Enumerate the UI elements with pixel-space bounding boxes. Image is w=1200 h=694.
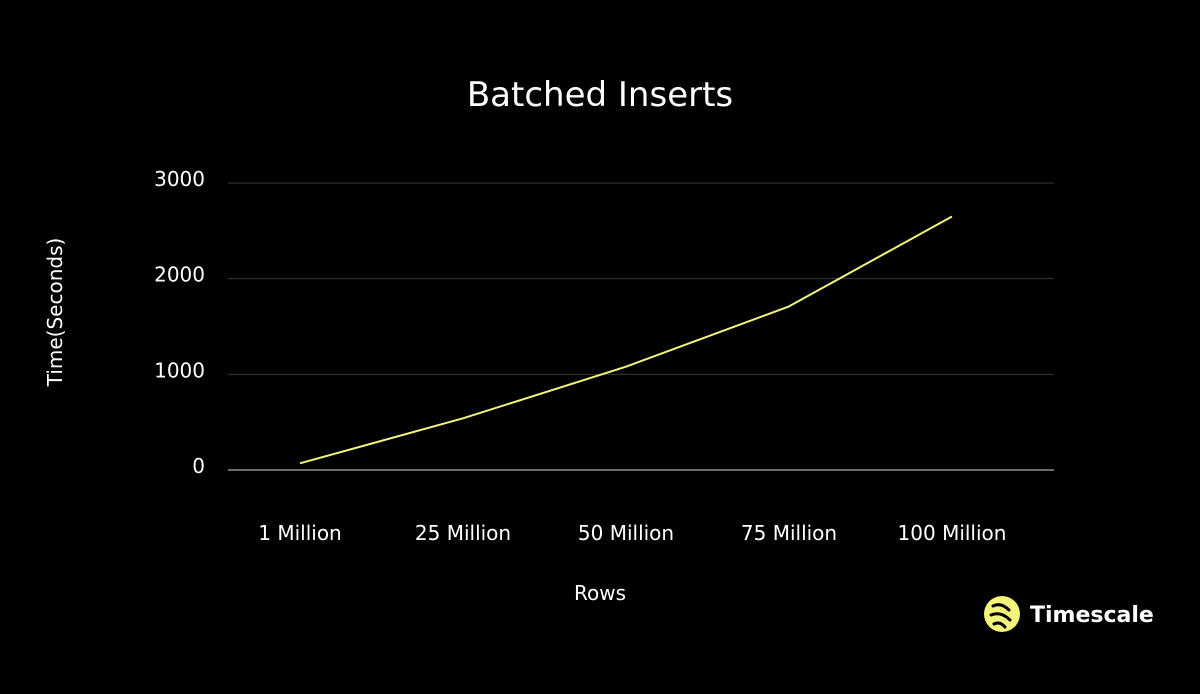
y-tick-label: 1000 [154,358,205,382]
series-line [299,215,953,465]
y-tick-label: 2000 [154,263,205,287]
x-tick-label: 25 Million [415,521,511,545]
timescale-logo-icon [984,596,1020,632]
x-tick-label: 100 Million [898,521,1007,545]
y-axis-label: Time(Seconds) [43,238,67,388]
y-tick-label: 0 [192,454,205,478]
brand-logo: Timescale [984,596,1154,632]
x-tick-label: 50 Million [578,521,674,545]
x-tick-label: 75 Million [741,521,837,545]
brand-name: Timescale [1030,603,1154,628]
x-tick-labels: 1 Million 25 Million 50 Million 75 Million 1… [258,521,1006,545]
series-layer [299,215,953,465]
y-tick-label: 3000 [154,167,205,191]
chart-title: Batched Inserts [467,75,733,115]
x-axis-label: Rows [574,581,626,605]
grid-lines [228,182,1054,471]
x-tick-label: 1 Million [258,521,341,545]
y-tick-labels: 0 1000 2000 3000 [154,167,205,478]
